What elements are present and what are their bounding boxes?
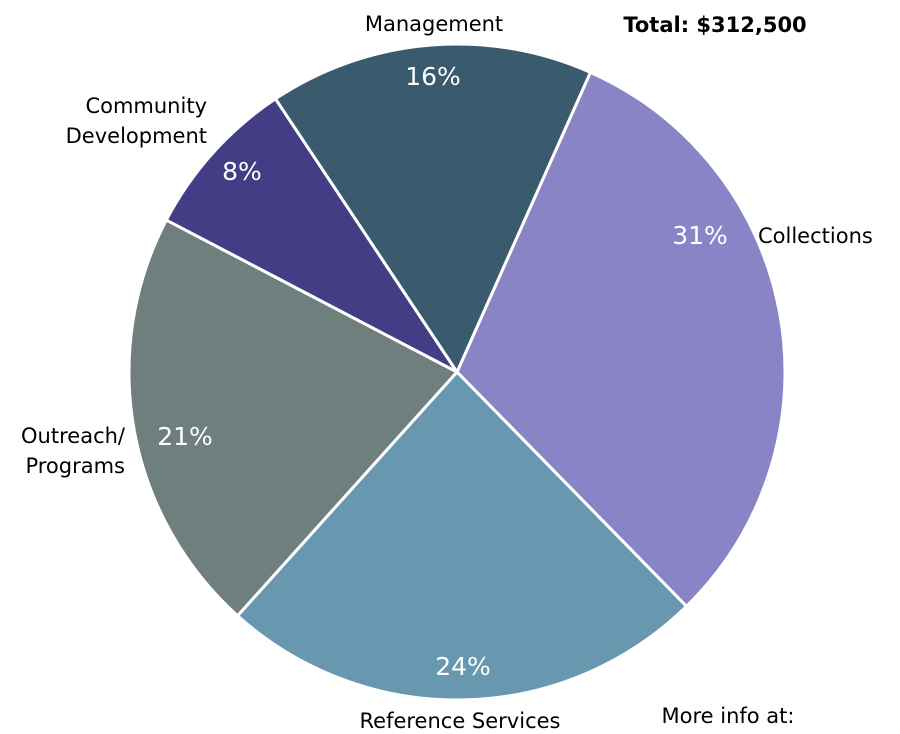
category-label: Management [365,12,503,36]
category-label: Reference Services [360,709,561,733]
category-label: Outreach/Programs [21,424,126,478]
value-label: 31% [672,221,728,250]
value-label: 8% [222,157,262,186]
total-annotation: Total: $312,500 [623,13,806,37]
category-label: Collections [758,224,873,248]
pie-slice [127,218,460,618]
category-label: Community Development [66,94,207,148]
pie-slice [273,42,593,376]
value-label: 16% [405,62,461,91]
value-label: 24% [435,652,491,681]
info-annotation: More info at: [662,704,795,728]
pie-slice [164,96,459,374]
pie-slice [455,70,787,609]
value-label: 21% [157,422,213,451]
pie-slice [235,369,689,702]
